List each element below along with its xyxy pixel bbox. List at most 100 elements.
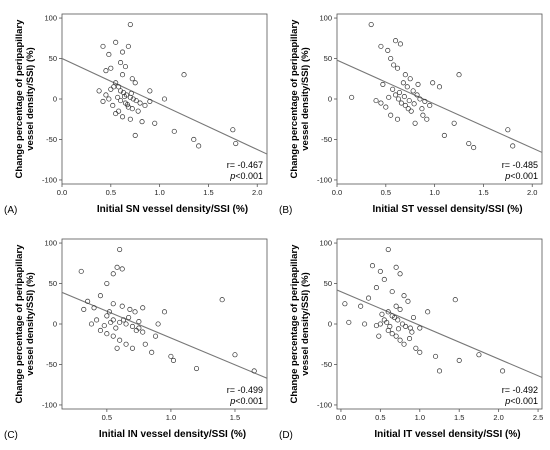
panel-a: -100 -50 0 50 100 0.0 0.5 1.0 1.5 2.0 r= -0.467 p<0…	[0, 0, 275, 225]
data-point	[117, 337, 123, 343]
y-axis-label-line1: Change percentage of peripapillary	[289, 244, 300, 404]
data-point	[118, 98, 124, 104]
data-point	[136, 325, 142, 331]
data-point	[110, 317, 116, 323]
y-tick-label: -50	[321, 135, 332, 144]
y-tick-label: -50	[46, 135, 57, 144]
data-point	[411, 101, 417, 107]
data-point	[358, 303, 364, 309]
data-point	[127, 306, 133, 312]
data-point	[404, 84, 410, 90]
x-tick-label: 0.0	[57, 188, 67, 197]
data-point	[110, 102, 116, 109]
data-point	[126, 314, 132, 321]
y-tick-label: -50	[46, 360, 57, 369]
data-point	[384, 319, 390, 325]
y-tick-label: -100	[317, 401, 332, 410]
data-point	[110, 301, 116, 307]
x-tick-label: 1.5	[454, 413, 464, 422]
data-point	[393, 264, 399, 270]
data-point	[406, 336, 413, 342]
data-point	[104, 331, 110, 337]
y-tick-label: 0	[328, 95, 332, 104]
data-point	[152, 120, 158, 126]
data-point	[170, 357, 177, 363]
data-point	[129, 323, 136, 329]
panel-d: -100 -50 0 50 100 0.0 0.5 1.0 1.5 2.0 2.5 r= -0.492…	[275, 225, 550, 450]
x-tick-label: 1.0	[154, 188, 164, 197]
data-point	[505, 127, 511, 133]
data-point	[219, 297, 225, 303]
y-tick-label: 50	[49, 279, 57, 288]
data-point	[137, 100, 143, 106]
data-point	[251, 368, 257, 374]
data-point	[152, 333, 159, 339]
data-point	[125, 43, 131, 49]
data-point	[394, 116, 401, 122]
x-tick-label: 1.5	[230, 413, 240, 422]
data-point	[410, 314, 417, 321]
p-value-text: <0.001	[235, 396, 263, 406]
data-point	[106, 51, 112, 58]
x-tick-label: 1.5	[203, 188, 213, 197]
data-point	[110, 271, 116, 277]
data-point	[395, 317, 401, 323]
data-point	[196, 143, 202, 149]
panel-letter: (B)	[279, 205, 292, 216]
data-point	[362, 321, 368, 327]
data-point	[377, 268, 383, 274]
data-point	[142, 341, 148, 347]
data-point	[388, 55, 394, 62]
data-point	[389, 289, 395, 295]
data-point	[142, 102, 148, 109]
data-point	[140, 329, 146, 335]
data-point	[108, 319, 114, 325]
data-point	[397, 41, 404, 47]
data-point	[133, 327, 139, 334]
y-tick-label: 100	[44, 14, 57, 23]
data-point	[451, 120, 457, 126]
data-point	[399, 321, 405, 327]
regression-line	[62, 291, 267, 379]
data-point	[402, 72, 408, 78]
data-point	[85, 298, 91, 304]
r-value: r= -0.467	[227, 160, 263, 170]
x-tick-label: 0.0	[332, 188, 342, 197]
data-point	[393, 333, 399, 339]
data-point	[78, 268, 84, 274]
p-label: p	[229, 171, 235, 181]
data-point	[436, 84, 443, 90]
data-point	[406, 98, 412, 104]
data-point	[191, 136, 197, 143]
data-point	[119, 72, 126, 78]
y-axis-label-line2: vessel density/SSI) (%)	[300, 47, 311, 150]
data-point	[136, 319, 142, 325]
y-tick-label: -100	[317, 176, 332, 185]
data-point	[103, 92, 109, 98]
data-point	[436, 368, 443, 374]
y-axis-label: Change percentage of peripapillaryvessel…	[14, 244, 36, 404]
plot-frame	[61, 13, 268, 185]
data-point	[149, 349, 155, 355]
x-axis-label: Initial ST vessel density/SSI (%)	[372, 204, 522, 215]
y-axis-label: Change percentage of peripapillaryvessel…	[289, 19, 311, 179]
data-point	[400, 80, 406, 86]
data-point	[385, 47, 391, 53]
data-point	[417, 325, 423, 331]
data-point	[415, 81, 421, 87]
data-point	[132, 309, 138, 315]
data-point	[123, 321, 129, 327]
y-axis-label: Change percentage of peripapillaryvessel…	[14, 19, 36, 179]
data-point	[111, 84, 117, 90]
x-tick-label: 0.5	[102, 413, 112, 422]
data-point	[380, 81, 386, 87]
data-point	[116, 108, 122, 114]
data-point	[397, 337, 403, 343]
data-point	[376, 333, 382, 339]
data-point	[128, 90, 134, 96]
data-point	[410, 88, 416, 94]
data-point	[116, 84, 122, 90]
p-value-text: <0.001	[510, 396, 538, 406]
data-point	[106, 309, 112, 315]
